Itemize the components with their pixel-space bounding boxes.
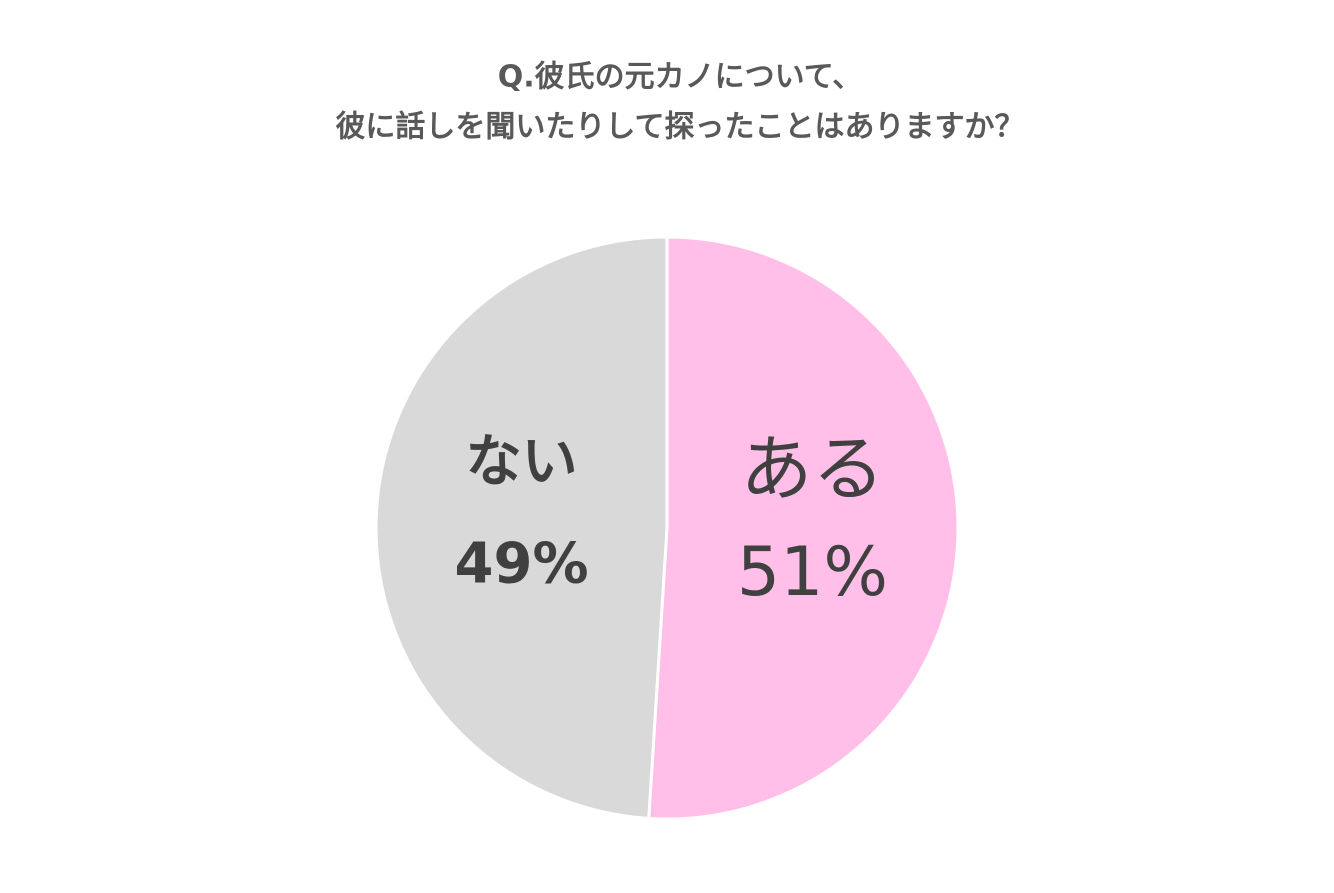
pie — [374, 235, 960, 821]
slice-value-label: 49% — [455, 532, 589, 597]
slice-category-label: ない — [466, 430, 578, 495]
slice-value-label: 51% — [737, 533, 888, 612]
chart-title: 彼に話しを聞いたりして探ったことはありますか？ — [335, 110, 1024, 145]
chart-title: Q.彼氏の元カノについて、 — [498, 60, 863, 95]
pie-slice — [647, 235, 960, 821]
pie-slice — [374, 235, 669, 821]
slice-category-label: ある — [740, 427, 884, 511]
